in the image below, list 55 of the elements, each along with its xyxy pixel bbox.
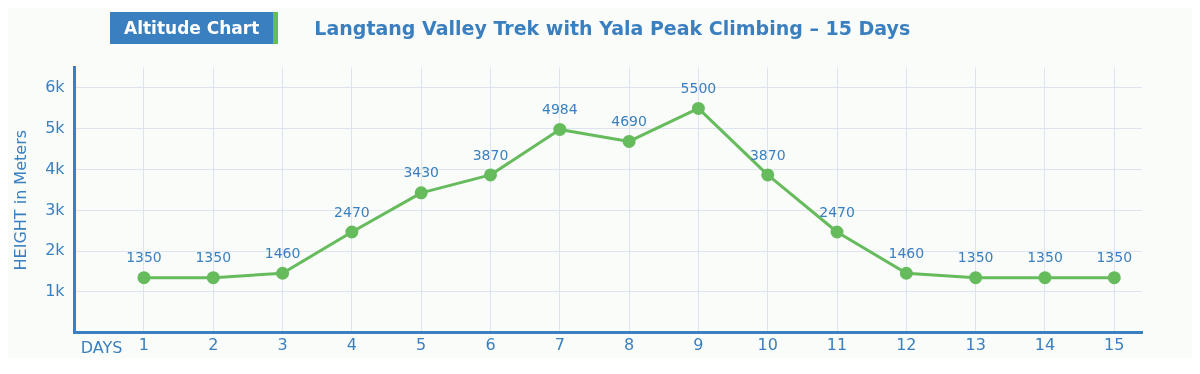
data-label: 1350 [1096, 249, 1133, 266]
point [1107, 271, 1121, 285]
point [1038, 271, 1052, 285]
x-tick-label: 8 [624, 334, 635, 354]
x-tick-label: 13 [965, 334, 986, 354]
point [553, 122, 567, 136]
data-label: 1350 [957, 249, 994, 266]
chart-title: Langtang Valley Trek with Yala Peak Climbing – 15 Days [314, 17, 911, 39]
x-tick-label: 14 [1034, 334, 1056, 354]
data-label: 3430 [403, 164, 440, 181]
y-axis-title: HEIGHT in Meters [10, 129, 30, 271]
data-label: 5500 [680, 80, 717, 97]
point [137, 271, 151, 285]
x-axis-title: DAYS [80, 337, 123, 357]
x-tick-label: 10 [757, 334, 778, 354]
x-tick-label: 5 [416, 334, 427, 354]
data-label: 1350 [195, 249, 232, 266]
point [622, 134, 636, 148]
data-label: 2470 [819, 203, 855, 220]
data-label: 1350 [126, 249, 162, 266]
chart-subtitle: Altitude Chart [110, 12, 279, 44]
x-tick-label: 6 [485, 334, 496, 354]
x-tick-label: 4 [346, 334, 357, 354]
y-tick-label: 3k [45, 199, 66, 219]
x-tick-label: 3 [277, 334, 288, 354]
x-tick-label: 11 [826, 334, 848, 354]
y-tick-label: 2k [45, 240, 66, 260]
point [345, 225, 359, 239]
x-tick-label: 12 [896, 334, 917, 354]
point [899, 266, 913, 280]
y-tick-label: 5k [45, 117, 66, 137]
data-label: 3870 [472, 146, 509, 163]
x-tick-label: 9 [693, 334, 704, 354]
point [414, 186, 428, 200]
data-label: 2470 [334, 203, 370, 220]
data-label: 3870 [749, 146, 786, 163]
data-label: 1460 [888, 244, 925, 261]
point [761, 168, 775, 182]
data-label: 1350 [1027, 249, 1063, 266]
point [276, 266, 290, 280]
point [969, 271, 983, 285]
data-label: 1460 [264, 244, 301, 261]
x-tick-label: 1 [138, 334, 150, 354]
point [206, 271, 220, 285]
y-tick-label: 6k [45, 77, 66, 97]
x-tick-label: 2 [208, 334, 219, 354]
x-tick-label: 7 [554, 334, 565, 354]
point [484, 168, 497, 182]
data-label: 4984 [541, 101, 578, 118]
x-tick-label: 15 [1104, 334, 1125, 354]
point [830, 225, 844, 239]
y-tick-label: 1k [45, 281, 66, 301]
y-tick-label: 4k [45, 158, 66, 178]
data-label: 4690 [611, 113, 647, 130]
point [691, 101, 705, 115]
